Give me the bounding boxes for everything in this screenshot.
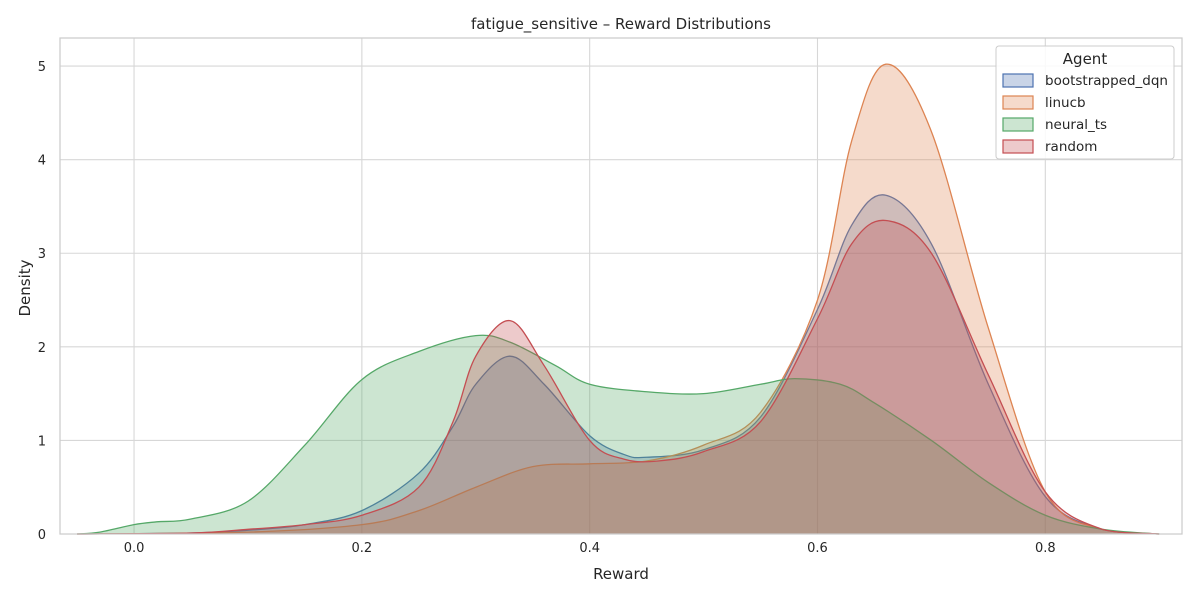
series-line-random xyxy=(77,219,1160,535)
legend-label-linucb: linucb xyxy=(1045,95,1086,111)
x-tick-label: 0.6 xyxy=(807,541,828,556)
x-tick-label: 0.0 xyxy=(124,541,145,556)
plot-frame xyxy=(59,37,1183,535)
legend-swatch-bootstrapped_dqn xyxy=(1002,73,1034,88)
x-tick-label: 0.4 xyxy=(579,541,600,556)
series-line-neural_ts xyxy=(77,334,1160,535)
tick-labels: 0.0 0.2 0.4 0.6 0.8 0 1 2 3 4 5 xyxy=(38,60,1056,556)
y-tick-label: 0 xyxy=(38,528,46,543)
y-tick-label: 1 xyxy=(38,434,46,449)
plot-area xyxy=(60,38,1182,534)
series-group xyxy=(77,63,1160,535)
x-axis-title: Reward xyxy=(593,565,649,583)
grid-lines xyxy=(60,38,1182,535)
chart-title: fatigue_sensitive – Reward Distributions xyxy=(471,15,771,34)
legend-label-neural_ts: neural_ts xyxy=(1045,117,1107,133)
y-tick-label: 4 xyxy=(38,154,46,169)
series-area-bootstrapped_dqn xyxy=(77,194,1160,535)
y-axis-title: Density xyxy=(16,259,34,316)
series-line-linucb xyxy=(77,63,1160,535)
y-tick-label: 2 xyxy=(38,341,46,356)
series-area-neural_ts xyxy=(77,335,1160,534)
legend-swatch-random xyxy=(1002,139,1034,154)
legend-title: Agent xyxy=(1063,50,1108,68)
x-tick-label: 0.8 xyxy=(1035,541,1056,556)
series-area-random xyxy=(77,220,1160,534)
series-area-linucb xyxy=(77,64,1160,534)
series-line-bootstrapped_dqn xyxy=(77,194,1160,535)
legend-label-bootstrapped_dqn: bootstrapped_dqn xyxy=(1045,73,1168,89)
legend-swatch-neural_ts xyxy=(1002,117,1034,132)
y-tick-label: 5 xyxy=(38,60,46,75)
x-tick-label: 0.2 xyxy=(352,541,373,556)
y-tick-label: 3 xyxy=(38,247,46,262)
legend-box xyxy=(995,45,1175,160)
legend-label-random: random xyxy=(1045,139,1097,155)
legend-swatch-linucb xyxy=(1002,95,1034,110)
